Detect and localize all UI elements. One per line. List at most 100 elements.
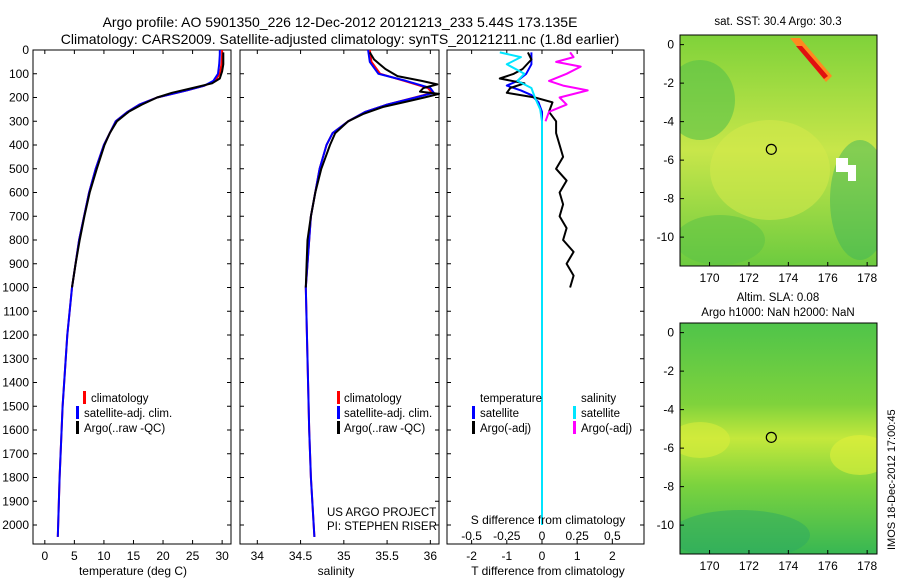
sst-warm-patch [710,120,830,220]
t-difference-xlabel: T difference from climatology [471,564,625,578]
legend-label-satellite: satellite-adj. clim. [84,408,172,420]
y-tick-label: 2000 [2,518,29,532]
map-y-tick-label: -8 [663,192,674,206]
series-line-salinity-satellite [499,51,543,525]
series-line-satellite-adj-clim- [304,49,435,537]
y-tick-label: 1300 [2,352,29,366]
y-tick-label: 0 [22,43,29,57]
x-tick-label: 2 [609,549,616,563]
map-y-tick-label: -4 [663,115,674,129]
sst-cool-patch [680,60,735,140]
x-tick-label: 35 [337,549,351,563]
legend-label-temperature-argo: Argo(-adj) [480,423,531,435]
x-tick-label: 35.5 [375,549,399,563]
sst-map-frame [679,34,878,267]
y-tick-label: 900 [9,257,29,271]
legend-swatch-climatology [337,391,340,404]
s-tick-label: -0.25 [493,529,521,543]
credit-pi: PI: STEPHEN RISER [327,521,437,533]
y-tick-label: 1500 [2,399,29,413]
temperature-xlabel: temperature (deg C) [79,564,187,578]
x-tick-label: 15 [127,549,141,563]
temperature-panel: 0 5 10 15 20 25 300100200300400500600700800900… [2,43,232,578]
y-tick-label: 1100 [3,304,29,318]
salinity-xlabel: salinity [318,564,355,578]
x-tick-label: 0 [41,549,48,563]
legend-label-salinity-satellite: satellite [581,408,620,420]
map-y-tick-label: -2 [663,76,674,90]
y-tick-label: 1900 [2,494,29,508]
legend-label-argo: Argo(..raw -QC) [344,423,425,435]
imos-timestamp: IMOS 18-Dec-2012 17:00:45 [886,409,898,550]
x-tick-label: -2 [466,549,477,563]
sst-cool-patch [680,215,765,265]
x-tick-label: 5 [71,549,78,563]
legend-swatch-satellite [76,406,79,419]
y-tick-label: 200 [9,91,29,105]
map-x-tick-label: 176 [818,271,838,285]
y-tick-label: 1000 [2,281,29,295]
map-x-tick-label: 172 [739,559,759,573]
y-tick-label: 300 [9,114,29,128]
sla-high-patch [680,422,730,458]
temperature-legend: climatology satellite-adj. clim. Argo(..… [76,391,172,435]
y-tick-label: 500 [9,162,29,176]
map-x-tick-label: 178 [857,271,877,285]
sla-map-subtitle: Argo h1000: NaN h2000: NaN [701,307,854,319]
map-y-tick-label: -6 [663,441,674,455]
map-x-tick-label: 174 [778,271,798,285]
sst-heatmap-patches [680,38,877,265]
series-line-temperature-satellite [505,52,543,525]
map-y-tick-label: -4 [663,403,674,417]
figure-title-line2: Climatology: CARS2009. Satellite-adjuste… [61,31,619,47]
sla-map-title: Altim. SLA: 0.08 [737,292,819,304]
legend-swatch-argo [337,421,340,434]
legend-label-salinity-argo: Argo(-adj) [581,423,632,435]
map-x-tick-label: 170 [700,559,720,573]
sst-hot-core [796,46,828,79]
x-tick-label: 30 [215,549,229,563]
legend-swatch-salinity-satellite [573,406,576,419]
salinity-panel: 34 34.5 35 35.5 36 salinity climatology sate… [239,49,440,578]
s-tick-label: 0 [539,529,546,543]
legend-label-temperature-satellite: satellite [480,408,519,420]
s-tick-label: 0.5 [604,529,621,543]
y-tick-label: 100 [9,67,29,81]
y-tick-label: 1600 [2,423,29,437]
map-y-tick-label: -10 [657,518,675,532]
sla-heatmap-patches [680,422,877,554]
y-tick-label: 1700 [2,447,29,461]
legend-swatch-temperature-argo [472,421,475,434]
difference-legend: temperature satellite Argo(-adj) salinit… [472,393,632,435]
sla-low-patch [680,510,810,554]
legend-heading-temperature: temperature [480,393,542,405]
y-tick-label: 1800 [2,471,29,485]
y-tick-label: 700 [9,209,29,223]
map-x-tick-label: 174 [778,559,798,573]
series-line-climatology [56,50,224,537]
map-x-tick-label: 170 [700,271,720,285]
map-y-tick-label: -6 [663,153,674,167]
y-tick-label: 600 [9,186,29,200]
map-y-tick-label: 0 [667,326,674,340]
s-difference-xlabel: S difference from climatology [471,513,626,527]
map-y-tick-label: 0 [667,38,674,52]
sst-map-panel: sat. SST: 30.4 Argo: 30.3 170 172 174 176 17… [657,16,878,285]
x-tick-label: 20 [156,549,170,563]
legend-swatch-temperature-satellite [472,406,475,419]
x-tick-label: 1 [574,549,581,563]
y-tick-label: 1200 [2,328,29,342]
sst-missing-data [836,158,848,172]
sst-map-title: sat. SST: 30.4 Argo: 30.3 [714,16,841,28]
y-tick-label: 1400 [2,376,29,390]
difference-panel: -2 -1 0 1 2 -0.5 -0.25 0 0.25 0.5 S difference fr… [446,49,645,578]
salinity-legend: climatology satellite-adj. clim. Argo(..… [337,391,432,435]
legend-swatch-argo [76,421,79,434]
s-tick-label: 0.25 [565,529,589,543]
map-x-tick-label: 176 [818,559,838,573]
legend-label-satellite: satellite-adj. clim. [344,408,432,420]
map-x-tick-label: 172 [739,271,759,285]
salinity-plot-frame [239,49,440,545]
series-line-argo-raw-qc- [71,52,225,288]
